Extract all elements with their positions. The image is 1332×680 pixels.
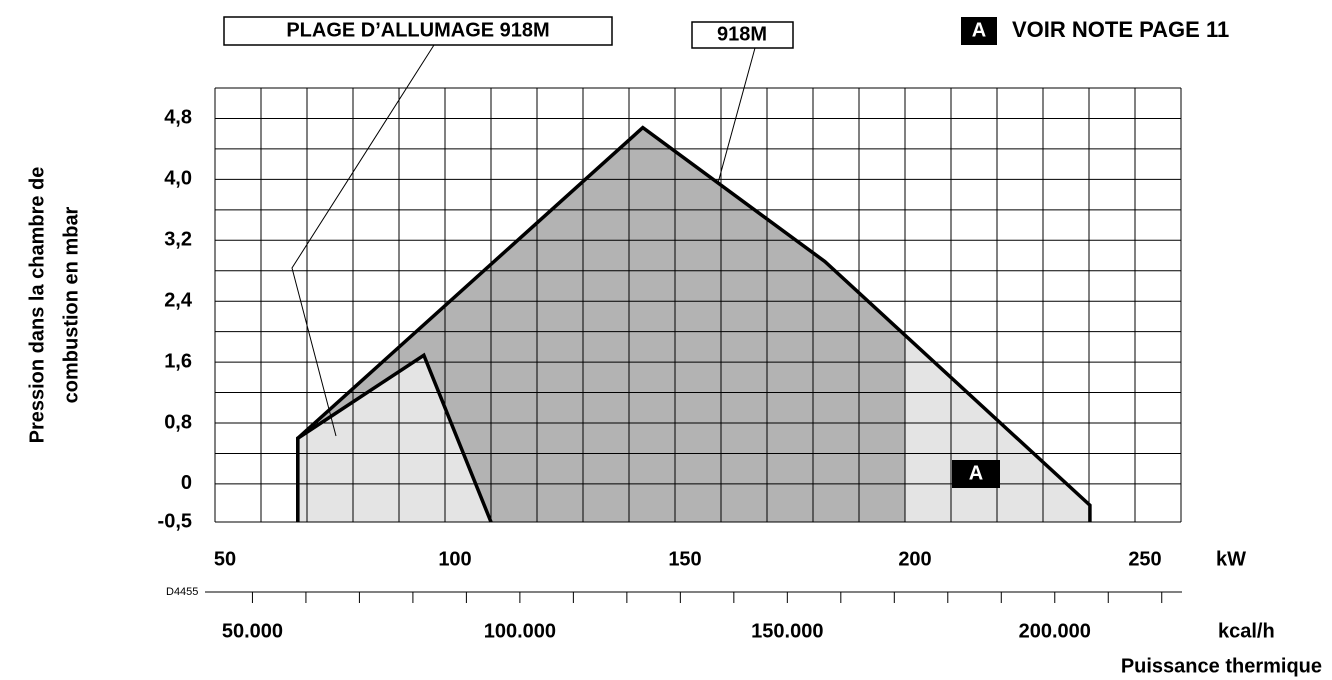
x-axis-label: Puissance thermique [1121,655,1322,677]
x-tick-label: 250 [1128,548,1161,570]
y-tick-label: 3,2 [164,229,192,251]
y-tick-label: 1,6 [164,350,192,372]
leader-line [291,44,435,437]
y-tick-label: 4,0 [164,168,192,190]
legend-box [691,21,794,49]
region-marker: A [969,462,983,484]
y-axis-label: Pression dans la chambre de [26,167,48,444]
y-tick-label: 0 [181,472,192,494]
x-tick-label: 200 [898,548,931,570]
x-tick-label: 150 [668,548,701,570]
x2-tick-label: 200.000 [1019,620,1091,642]
x-unit: kW [1216,548,1246,570]
grid [214,87,1182,523]
y-tick-label: 2,4 [164,289,193,311]
y-tick-label: -0,5 [158,510,192,532]
x2-tick-label: 150.000 [751,620,823,642]
region-marker-box [952,460,1000,488]
legend-box [223,16,613,46]
x-tick-label: 50 [214,548,236,570]
x2-tick-label: 50.000 [222,620,283,642]
y-axis-label: combustion en mbar [60,206,82,403]
note-marker: A [972,19,986,41]
x2-tick-label: 100.000 [484,620,556,642]
x-tick-label: 100 [438,548,471,570]
note-marker-box [961,17,997,45]
ignition-area [297,355,491,522]
leader-line [717,47,756,184]
y-tick-label: 0,8 [164,411,192,433]
legend-label: 918M [717,23,767,45]
range-line [296,352,493,523]
lines [296,125,1092,523]
legend-label: PLAGE D’ALLUMAGE 918M [286,19,549,41]
drawing-code: D4455 [166,586,198,598]
y-tick-label: 4,8 [164,107,192,129]
note-text: VOIR NOTE PAGE 11 [1012,17,1229,42]
x2-unit: kcal/h [1218,620,1275,642]
